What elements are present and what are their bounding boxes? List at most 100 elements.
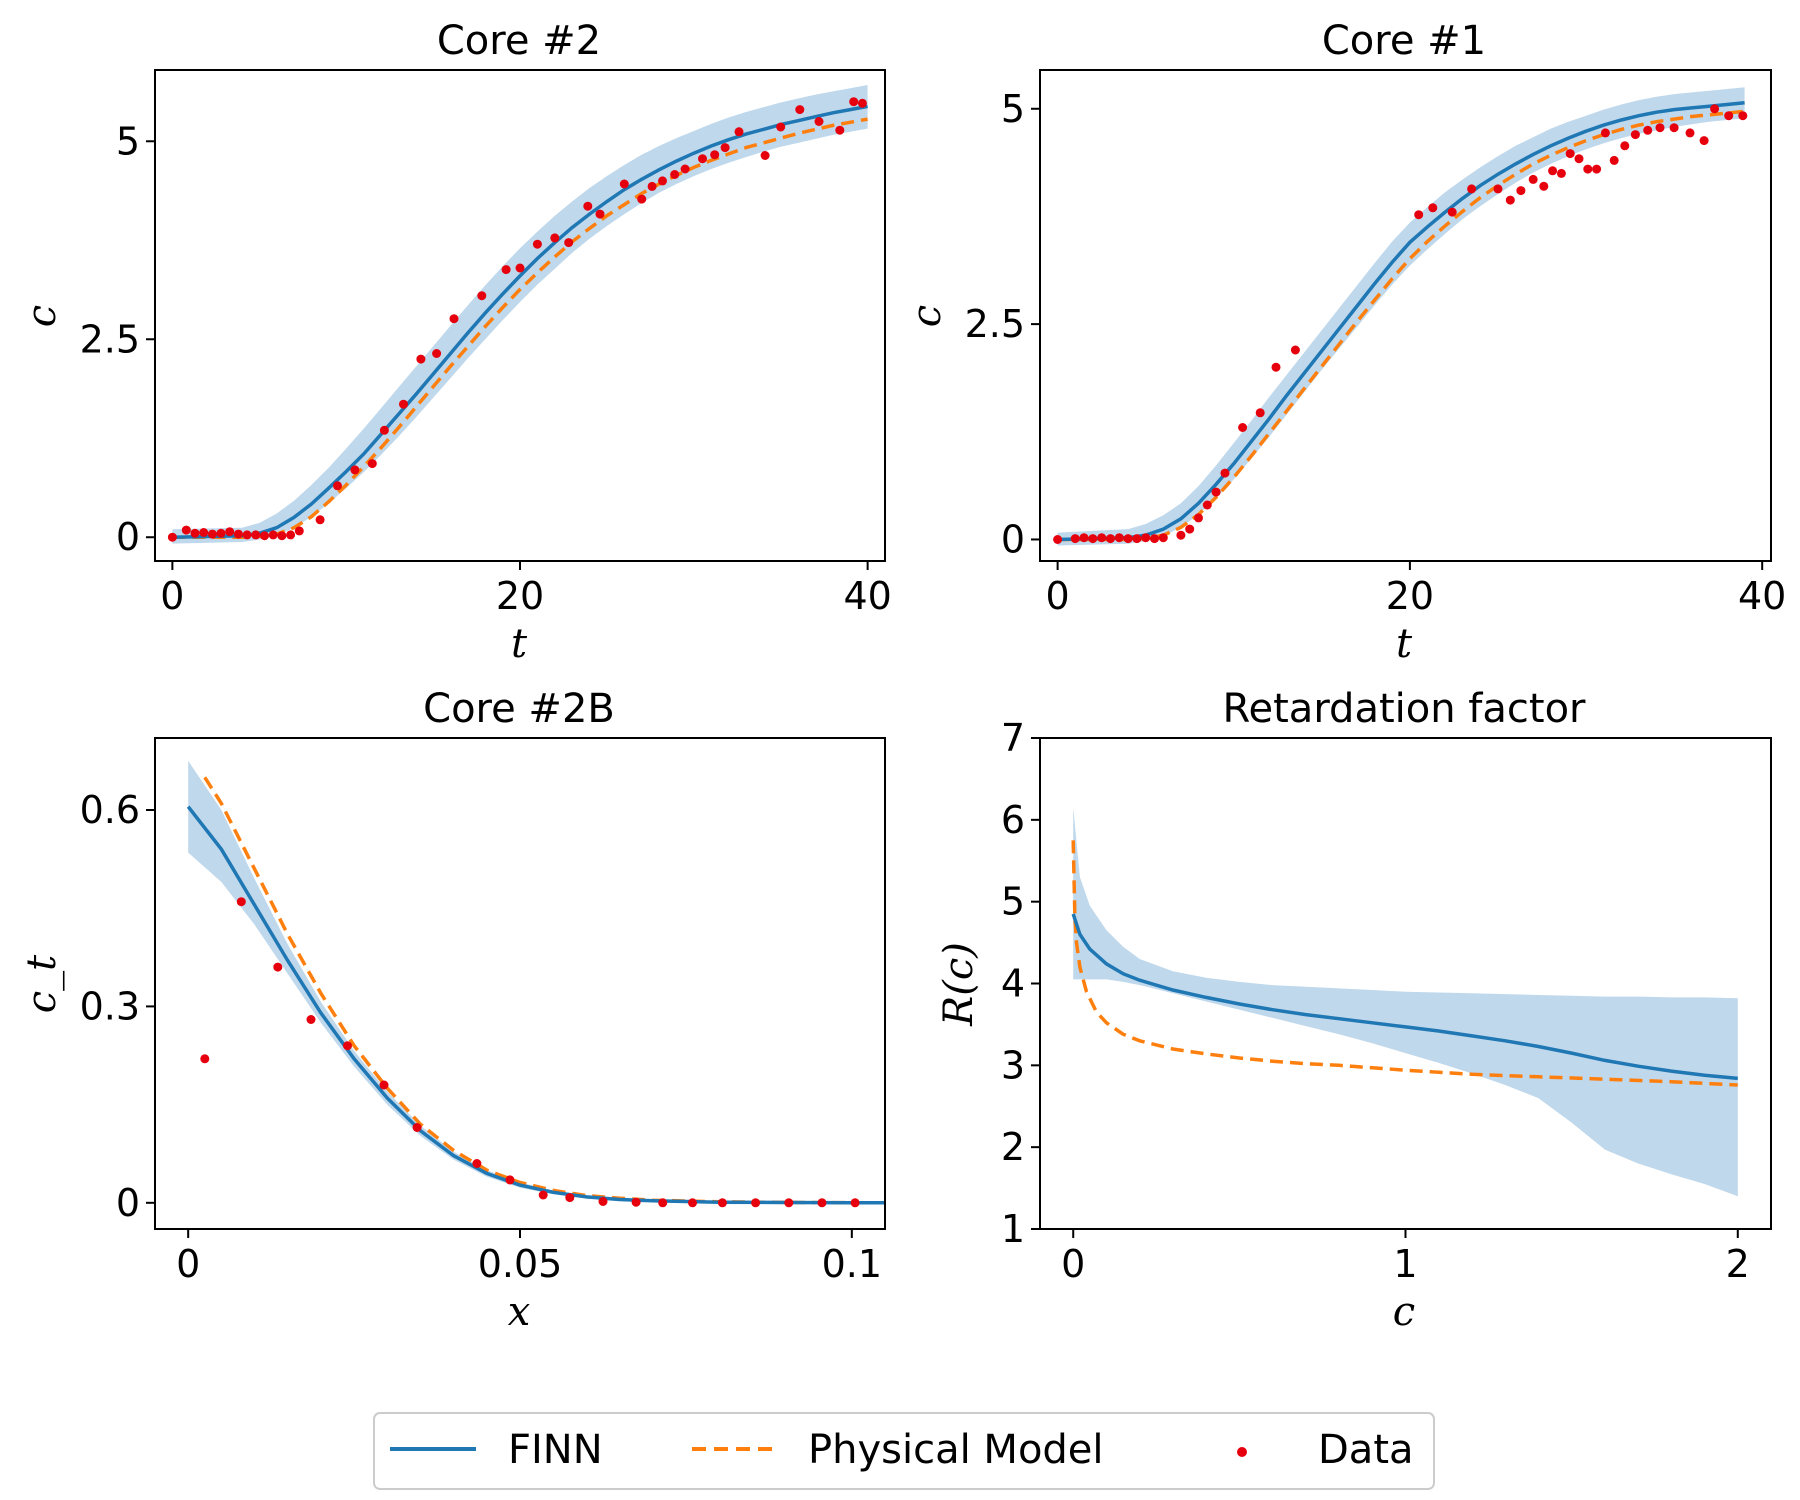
data-point <box>1088 534 1098 544</box>
y-axis-label: c <box>904 305 950 327</box>
finn-line <box>172 104 868 539</box>
plot-area <box>1053 87 1748 546</box>
plot-area <box>167 85 868 544</box>
data-point <box>1271 362 1281 372</box>
data-point <box>1669 123 1679 133</box>
x-axis-label: c <box>1393 1289 1415 1335</box>
data-point <box>1194 513 1203 523</box>
y-tick-label: 5 <box>116 119 140 163</box>
data-point <box>1447 207 1457 217</box>
data-point <box>1132 534 1142 544</box>
data-point <box>1176 530 1186 540</box>
data-point <box>236 897 246 907</box>
finn-uncertainty-band <box>172 85 868 544</box>
finn-line <box>1071 913 1738 1081</box>
data-point <box>277 531 287 541</box>
data-point <box>1574 154 1584 164</box>
y-tick-label: 7 <box>1001 716 1025 760</box>
y-tick-label: 6 <box>1001 798 1025 842</box>
data-point <box>515 263 525 273</box>
data-point <box>216 528 226 538</box>
data-point <box>251 530 261 540</box>
data-point <box>233 529 243 539</box>
data-point <box>1583 164 1593 174</box>
x-tick-label: 40 <box>843 574 891 618</box>
data-point <box>416 354 426 364</box>
data-point <box>200 1054 210 1064</box>
data-point <box>501 265 511 275</box>
data-point <box>1539 181 1549 191</box>
data-point <box>399 399 408 409</box>
data-point <box>379 425 389 435</box>
data-point <box>619 179 629 189</box>
finn-line <box>186 805 885 1205</box>
x-tick-label: 20 <box>496 574 544 618</box>
data-point <box>294 526 304 536</box>
data-point <box>199 528 209 537</box>
data-point <box>242 530 252 540</box>
data-point <box>538 1190 548 1200</box>
data-point <box>1158 533 1168 543</box>
data-point <box>268 530 278 540</box>
panel-core-2b: Core #2B 0 0.05 0.1 0 0.3 0.6 x c_t <box>19 686 886 1335</box>
x-tick-label: 0 <box>1046 574 1070 618</box>
finn-uncertainty-band <box>188 760 885 1203</box>
data-point <box>1620 141 1630 151</box>
finn-line <box>1057 100 1745 542</box>
data-point <box>598 1197 608 1206</box>
data-point <box>849 97 859 107</box>
data-point <box>1738 111 1748 121</box>
data-point <box>817 1198 827 1208</box>
data-point <box>306 1015 316 1024</box>
axes-frame <box>1039 69 1772 562</box>
legend-physical-label: Physical Model <box>808 1427 1104 1473</box>
legend: FINN Physical Model Data <box>373 1412 1435 1490</box>
y-tick-label: 5 <box>1001 880 1025 924</box>
legend-finn-label: FINN <box>508 1427 603 1473</box>
data-point <box>1290 345 1300 355</box>
data-point <box>835 125 845 135</box>
data-point <box>1114 533 1124 543</box>
data-point <box>1556 168 1566 178</box>
y-tick-label: 3 <box>1001 1043 1025 1087</box>
physical-model-line <box>1057 109 1745 542</box>
x-tick-label: 0 <box>176 1242 200 1286</box>
y-tick-label: 0.6 <box>80 788 140 832</box>
data-point <box>698 154 707 164</box>
data-point <box>1710 104 1720 114</box>
y-tick-label: 4 <box>1001 962 1025 1006</box>
data-point <box>1516 186 1526 196</box>
finn-uncertainty-band <box>1057 87 1745 546</box>
data-point <box>167 532 177 542</box>
axes-frame <box>154 737 886 1230</box>
panel-title: Core #1 <box>1322 18 1486 64</box>
data-point <box>379 1080 389 1090</box>
x-tick-label: 0 <box>160 574 184 618</box>
data-point <box>565 1193 575 1203</box>
data-point <box>1238 423 1248 432</box>
data-point <box>1655 123 1665 133</box>
data-point <box>688 1198 697 1208</box>
panel-title: Retardation factor <box>1223 686 1587 732</box>
data-point <box>190 528 200 538</box>
data-point <box>1220 468 1230 478</box>
data-point <box>350 465 360 475</box>
y-tick-label: 0 <box>116 515 140 559</box>
data-point <box>637 194 647 204</box>
y-axis-label: c_t <box>19 954 65 1013</box>
data-point <box>333 481 342 491</box>
legend-data-swatch <box>1237 1447 1247 1457</box>
data-point <box>564 238 574 248</box>
data-point <box>1643 125 1653 135</box>
data-point <box>260 531 269 541</box>
data-point <box>367 459 377 469</box>
finn-uncertainty-band <box>1073 807 1738 1197</box>
data-point <box>1493 184 1503 194</box>
data-point <box>1428 203 1438 213</box>
data-point <box>1592 164 1602 174</box>
x-axis-label: t <box>511 621 528 667</box>
data-point <box>583 201 593 211</box>
y-axis-label: R(c) <box>936 942 982 1027</box>
data-point <box>1609 155 1619 165</box>
panel-title: Core #2B <box>423 686 615 732</box>
